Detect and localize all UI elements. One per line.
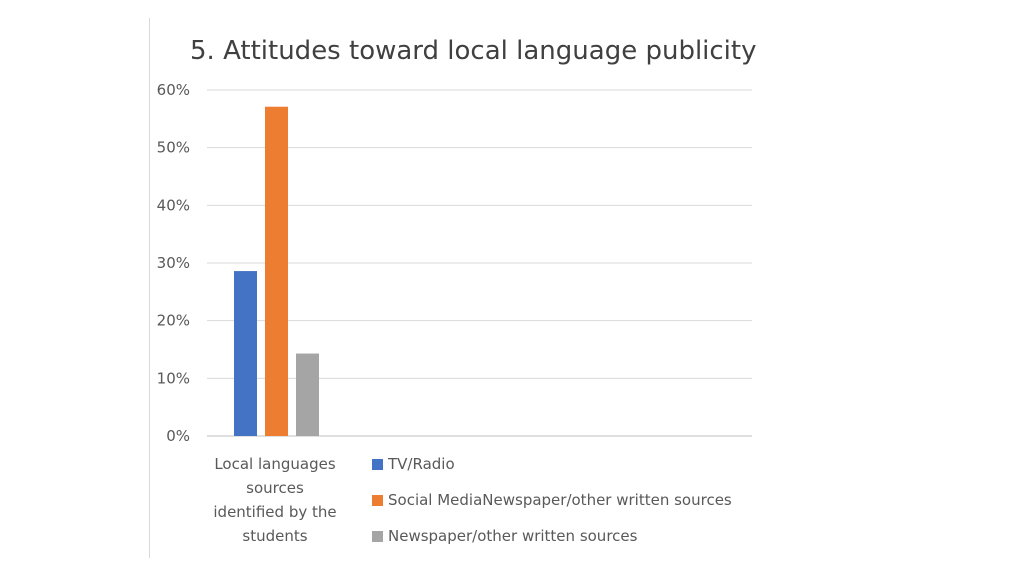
legend: TV/Radio Social MediaNewspaper/other wri… (372, 446, 732, 554)
chart-title: 5. Attitudes toward local language publi… (190, 36, 757, 66)
left-divider-line (149, 18, 150, 558)
y-tick-label: 0% (166, 427, 190, 445)
legend-label: Newspaper/other written sources (388, 527, 638, 545)
legend-label: TV/Radio (388, 455, 455, 473)
category-label-line: Local languages (214, 455, 336, 473)
y-tick-label: 30% (157, 254, 190, 272)
category-label-line: students (242, 527, 308, 545)
y-tick-label: 10% (157, 369, 190, 387)
category-label-line: sources (246, 479, 304, 497)
bar-newspaper-other-written-sources (296, 353, 319, 436)
category-label: Local languages sources identified by th… (200, 452, 350, 548)
legend-item-newspaper: Newspaper/other written sources (372, 518, 732, 554)
category-label-line: identified by the (213, 503, 337, 521)
bar-tv-radio (234, 271, 257, 436)
y-tick-label: 20% (157, 312, 190, 330)
legend-swatch (372, 458, 383, 470)
legend-swatch (372, 530, 383, 542)
legend-item-tv-radio: TV/Radio (372, 446, 732, 482)
legend-label: Social MediaNewspaper/other written sour… (388, 491, 732, 509)
bar-social-medianewspaper-other-written-sources (265, 106, 288, 437)
y-tick-label: 40% (157, 196, 190, 214)
legend-swatch (372, 494, 383, 506)
legend-item-social-media: Social MediaNewspaper/other written sour… (372, 482, 732, 518)
y-tick-label: 50% (157, 139, 190, 157)
y-tick-label: 60% (157, 81, 190, 99)
